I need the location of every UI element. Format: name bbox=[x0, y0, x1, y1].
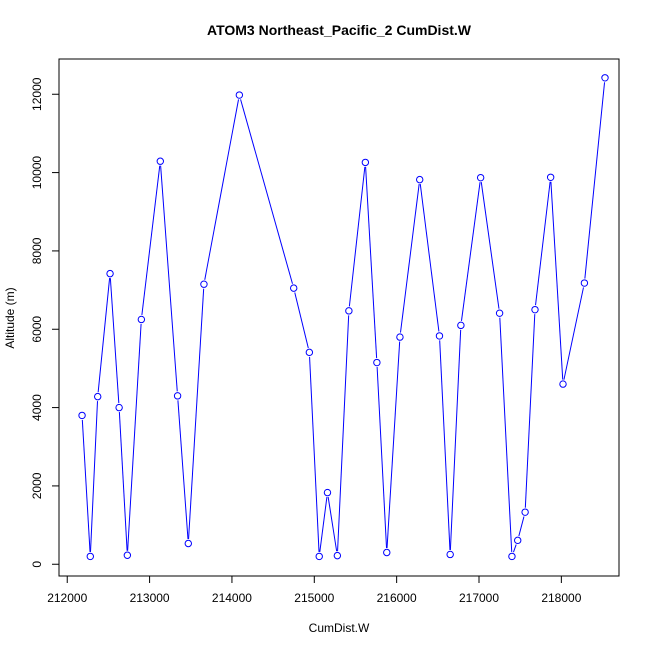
data-point bbox=[315, 552, 323, 561]
data-point bbox=[235, 91, 244, 99]
data-point bbox=[508, 552, 516, 561]
series-segment bbox=[439, 340, 451, 550]
series-segment bbox=[524, 314, 536, 508]
series-segment bbox=[449, 329, 462, 550]
x-tick-label: 217000 bbox=[459, 591, 499, 605]
series-segment bbox=[480, 182, 500, 309]
data-point bbox=[416, 175, 424, 184]
series-segment bbox=[365, 166, 378, 359]
series-segment bbox=[460, 182, 481, 321]
series-segment bbox=[141, 165, 161, 316]
data-point bbox=[559, 380, 567, 388]
series-segment bbox=[204, 99, 240, 280]
data-point bbox=[446, 550, 454, 559]
data-point bbox=[123, 551, 132, 559]
series-segment bbox=[327, 496, 338, 552]
data-point bbox=[305, 348, 314, 357]
y-tick-label: 6000 bbox=[30, 316, 44, 343]
series-segment bbox=[376, 367, 388, 549]
data-point bbox=[514, 536, 522, 545]
data-point bbox=[184, 539, 192, 548]
data-point bbox=[373, 358, 381, 367]
series-segment bbox=[512, 544, 517, 553]
data-point bbox=[383, 548, 391, 557]
series-segment bbox=[160, 165, 178, 392]
data-point bbox=[86, 552, 94, 561]
y-tick-label: 0 bbox=[30, 561, 44, 568]
data-point bbox=[361, 158, 370, 167]
series-segment bbox=[348, 166, 366, 307]
data-point bbox=[94, 392, 102, 401]
series-segment bbox=[535, 181, 551, 306]
data-point bbox=[521, 508, 529, 516]
data-point bbox=[115, 403, 123, 412]
data-point bbox=[396, 333, 404, 341]
x-tick-label: 216000 bbox=[377, 591, 417, 605]
data-point bbox=[531, 305, 539, 314]
data-point bbox=[476, 173, 485, 182]
series-segment bbox=[309, 356, 320, 552]
series-segment bbox=[240, 99, 293, 284]
series-segment bbox=[177, 400, 189, 540]
series-line-group bbox=[81, 82, 606, 553]
series-segment bbox=[90, 401, 98, 552]
chart-title: ATOM3 Northeast_Pacific_2 CumDist.W bbox=[207, 22, 472, 38]
data-point bbox=[457, 321, 465, 330]
data-point bbox=[173, 392, 182, 400]
data-point bbox=[200, 280, 208, 288]
y-tick-label: 10000 bbox=[30, 156, 44, 190]
series-segment bbox=[584, 82, 606, 279]
series-segment bbox=[127, 323, 142, 551]
series-segment bbox=[109, 278, 120, 404]
series-segment bbox=[419, 184, 440, 332]
x-axis-label: CumDist.W bbox=[309, 621, 370, 635]
series-segment bbox=[386, 341, 401, 549]
data-point bbox=[137, 315, 146, 324]
data-point bbox=[333, 551, 342, 560]
series-segment bbox=[319, 496, 328, 553]
x-tick-label: 214000 bbox=[212, 591, 252, 605]
series-segment bbox=[118, 412, 128, 551]
y-tick-label: 2000 bbox=[30, 472, 44, 499]
data-point bbox=[106, 269, 114, 278]
series-points-group bbox=[78, 74, 609, 561]
x-tick-label: 213000 bbox=[130, 591, 170, 605]
data-point bbox=[323, 488, 332, 497]
y-axis-label: Altitude (m) bbox=[3, 287, 17, 348]
y-tick-label: 4000 bbox=[30, 394, 44, 421]
x-tick-label: 212000 bbox=[47, 591, 87, 605]
x-axis: 212000 213000 214000 215000 216000 217000 2180… bbox=[47, 575, 582, 605]
x-tick-label: 215000 bbox=[294, 591, 334, 605]
data-point bbox=[156, 157, 164, 165]
data-point bbox=[495, 309, 504, 317]
series-segment bbox=[400, 184, 420, 333]
data-point bbox=[546, 173, 555, 181]
data-point bbox=[601, 74, 609, 82]
y-axis: 0 2000 4000 6000 8000 10000 12000 bbox=[30, 77, 60, 568]
data-point bbox=[345, 307, 353, 315]
series-segment bbox=[97, 278, 111, 393]
series-segment bbox=[550, 181, 564, 380]
data-point bbox=[78, 411, 86, 420]
data-point bbox=[290, 284, 298, 292]
x-tick-label: 218000 bbox=[541, 591, 581, 605]
series-segment bbox=[294, 292, 309, 349]
y-tick-label: 12000 bbox=[30, 77, 44, 111]
series-segment bbox=[499, 317, 513, 552]
series-segment bbox=[81, 419, 91, 552]
series-segment bbox=[337, 315, 350, 552]
data-point bbox=[435, 332, 444, 340]
data-point bbox=[580, 279, 589, 287]
series-segment bbox=[563, 287, 584, 380]
y-tick-label: 8000 bbox=[30, 237, 44, 264]
series-segment bbox=[188, 288, 205, 540]
series-segment bbox=[518, 516, 525, 537]
